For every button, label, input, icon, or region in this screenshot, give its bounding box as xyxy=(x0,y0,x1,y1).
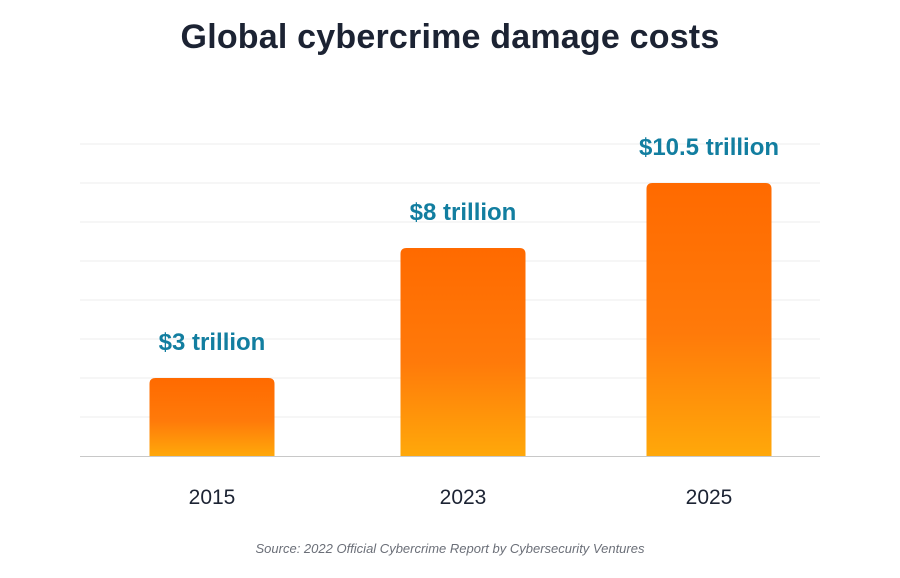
bar-2025 xyxy=(646,183,772,456)
bars xyxy=(149,183,772,456)
data-label-2015: $3 trillion xyxy=(159,329,266,356)
x-tick-label-2025: 2025 xyxy=(686,486,733,509)
x-tick-label-2015: 2015 xyxy=(189,486,236,509)
bar-2015 xyxy=(149,378,275,456)
chart-title: Global cybercrime damage costs xyxy=(180,18,720,56)
data-label-2023: $8 trillion xyxy=(410,199,517,226)
x-tick-labels: 2015 2023 2025 xyxy=(189,486,733,509)
data-label-2025: $10.5 trillion xyxy=(639,134,779,161)
x-tick-label-2023: 2023 xyxy=(440,486,487,509)
bar-2023 xyxy=(400,248,526,456)
data-labels: $3 trillion $8 trillion $10.5 trillion xyxy=(159,134,779,356)
source-note: Source: 2022 Official Cybercrime Report … xyxy=(255,541,645,556)
